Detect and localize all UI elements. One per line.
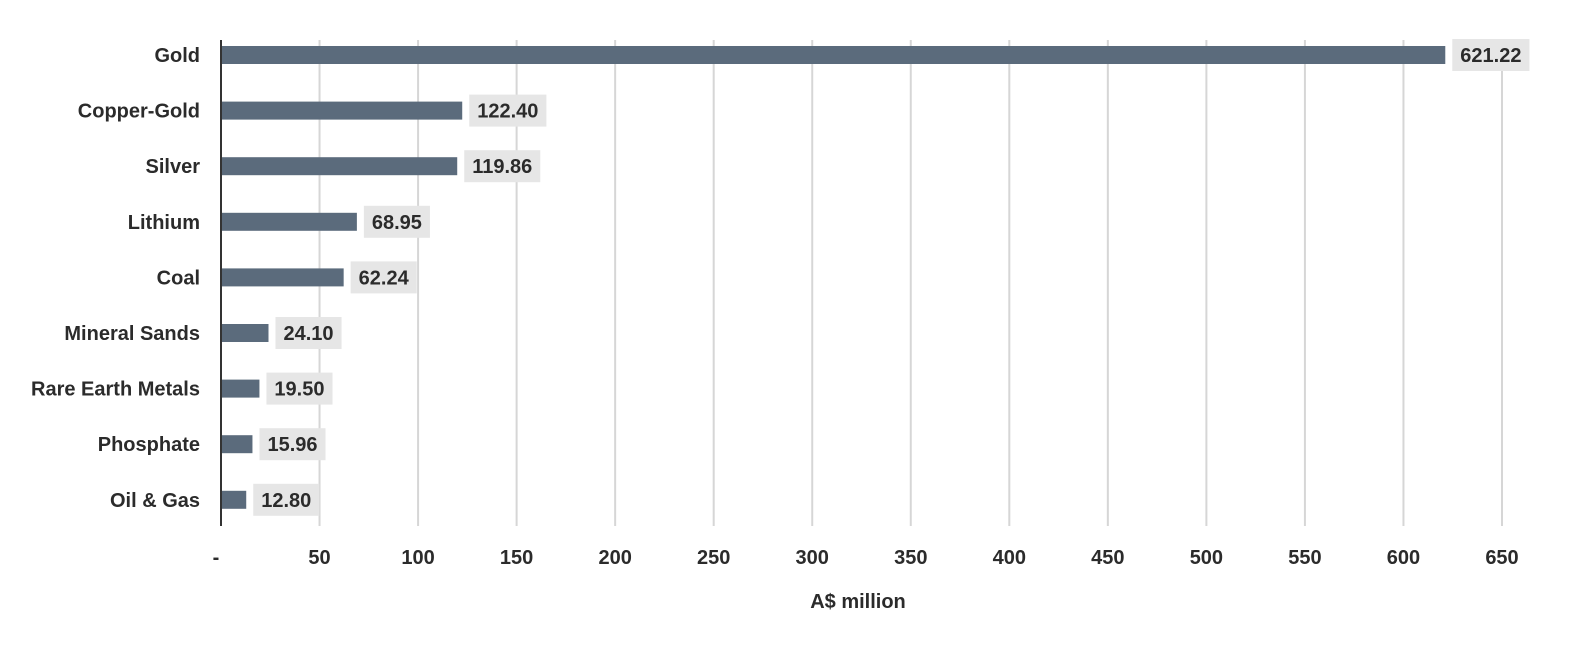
data-label-background <box>259 428 326 461</box>
category-label: Rare Earth Metals <box>31 379 200 401</box>
x-tick-label: 400 <box>993 547 1026 569</box>
category-label: Phosphate <box>98 434 200 456</box>
bar <box>221 157 458 176</box>
bar <box>221 379 260 398</box>
x-tick-label: 600 <box>1387 547 1420 569</box>
category-label: Silver <box>146 156 201 178</box>
bars <box>221 46 1446 509</box>
x-tick-label: 300 <box>796 547 829 569</box>
x-tick-label: 650 <box>1485 547 1518 569</box>
x-tick-label: 100 <box>401 547 434 569</box>
data-label: 19.50 <box>274 379 324 401</box>
data-label-background <box>363 205 430 238</box>
category-label: Mineral Sands <box>64 323 200 345</box>
category-label: Coal <box>157 267 200 289</box>
data-label-group: 62.24 <box>350 261 417 294</box>
bar <box>221 324 269 342</box>
x-tick-label: 350 <box>894 547 927 569</box>
data-label-background <box>275 317 342 349</box>
data-label: 119.86 <box>472 156 532 178</box>
data-label-background <box>469 94 547 127</box>
x-tick-label: 250 <box>697 547 730 569</box>
data-label-group: 24.10 <box>275 317 342 349</box>
data-label: 62.24 <box>359 267 410 289</box>
data-label-group: 15.96 <box>259 428 326 461</box>
bar <box>221 268 344 287</box>
bar <box>221 435 253 454</box>
data-label-group: 122.40 <box>469 94 547 127</box>
data-label: 12.80 <box>261 490 311 512</box>
bar <box>221 490 247 509</box>
x-tick-label: - <box>213 547 220 569</box>
data-label-background <box>253 483 320 516</box>
x-tick-label: 500 <box>1190 547 1223 569</box>
x-tick-label: 550 <box>1288 547 1321 569</box>
x-axis-title: A$ million <box>810 591 906 613</box>
data-label-group: 119.86 <box>464 150 541 183</box>
x-tick-label: 450 <box>1091 547 1124 569</box>
data-labels: 621.22 122.40 119.86 68.95 62.24 24.10 19.50 15… <box>253 39 1530 516</box>
category-label: Copper-Gold <box>78 101 200 123</box>
data-label-background <box>464 150 541 183</box>
data-label-background <box>266 372 333 405</box>
category-label: Lithium <box>128 212 200 234</box>
bar <box>221 101 463 120</box>
data-label-group: 621.22 <box>1452 39 1530 71</box>
data-label-background <box>350 261 417 294</box>
data-label-group: 19.50 <box>266 372 333 405</box>
category-label: Gold <box>154 45 200 67</box>
data-label: 68.95 <box>372 212 422 234</box>
x-tick-label: 150 <box>500 547 533 569</box>
x-tick-label: 200 <box>598 547 631 569</box>
category-label: Oil & Gas <box>110 490 200 512</box>
bar <box>221 46 1446 64</box>
data-label-group: 68.95 <box>363 205 430 238</box>
data-label: 122.40 <box>477 101 538 123</box>
data-label-group: 12.80 <box>253 483 320 516</box>
data-label: 24.10 <box>283 323 333 345</box>
data-label: 15.96 <box>267 434 317 456</box>
category-labels: Gold Copper-Gold Silver Lithium Coal Mineral … <box>31 45 200 512</box>
x-tick-labels: - 50 100 150 200 250 300 350 400 450 500 550 600 650 <box>213 547 1519 569</box>
data-label-background <box>1452 39 1530 71</box>
bar <box>221 212 357 231</box>
x-tick-label: 50 <box>308 547 330 569</box>
data-label: 621.22 <box>1460 45 1521 67</box>
